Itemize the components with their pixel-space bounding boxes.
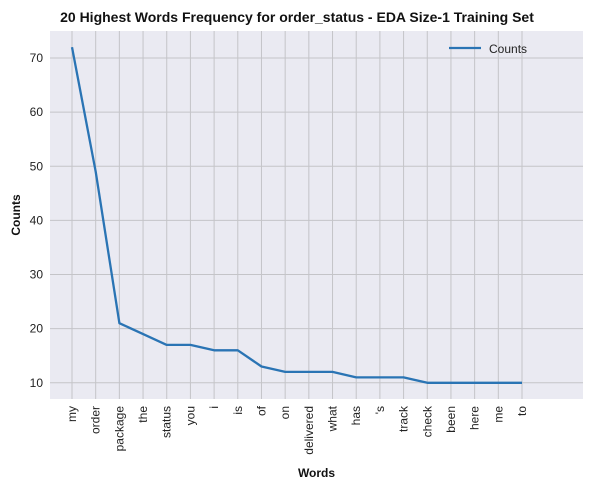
x-tick-label: has [349, 406, 363, 425]
x-tick-label: status [160, 406, 174, 438]
y-tick-label: 50 [30, 159, 44, 173]
x-tick-label: 's [373, 406, 387, 414]
x-tick-label: track [397, 405, 411, 432]
x-tick-label: me [491, 406, 505, 423]
x-tick-label: of [254, 405, 268, 416]
grid-lines [50, 31, 583, 399]
y-axis-label: Counts [9, 194, 23, 236]
x-tick-label: to [515, 406, 529, 416]
y-tick-label: 20 [30, 322, 44, 336]
x-tick-label: check [420, 405, 434, 437]
x-tick-label: my [65, 406, 79, 422]
x-tick-label: here [468, 406, 482, 430]
y-tick-label: 10 [30, 376, 44, 390]
x-tick-label: order [89, 406, 103, 434]
series-line-counts [70, 46, 522, 384]
y-tick-label: 30 [30, 268, 44, 282]
x-tick-label: package [112, 406, 126, 452]
x-tick-label: you [183, 406, 197, 425]
x-tick-label: on [278, 406, 292, 419]
series-layer [70, 46, 522, 384]
x-tick-labels: my order package the status you i is of on deliver… [65, 405, 529, 455]
plot-area [50, 31, 583, 399]
x-tick-label: what [326, 405, 340, 432]
x-tick-label: delivered [302, 406, 316, 455]
x-tick-label: been [444, 406, 458, 433]
x-axis-label: Words [298, 466, 335, 480]
y-tick-label: 40 [30, 213, 44, 227]
y-tick-label: 70 [30, 51, 44, 65]
legend: Counts [449, 42, 527, 56]
x-tick-label: i [207, 406, 221, 409]
x-tick-label: the [136, 406, 150, 423]
chart-title: 20 Highest Words Frequency for order_sta… [60, 9, 534, 25]
y-tick-label: 60 [30, 105, 44, 119]
y-tick-labels: 10 20 30 40 50 60 70 [30, 51, 44, 390]
x-tick-label: is [231, 406, 245, 415]
legend-label-counts: Counts [489, 42, 527, 56]
